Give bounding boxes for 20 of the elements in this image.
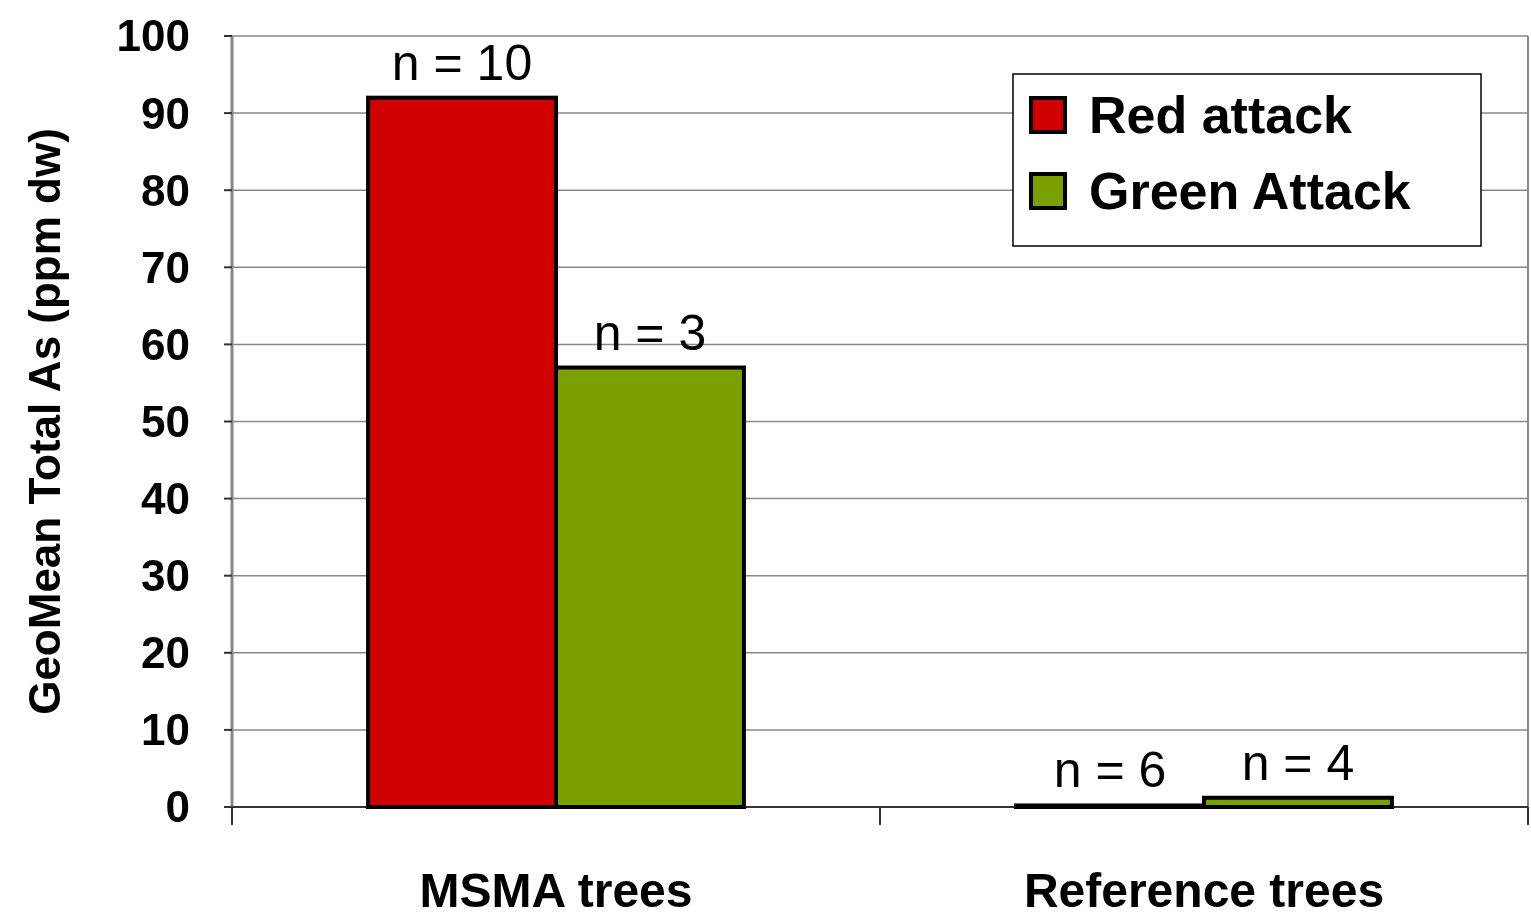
annotation: n = 6 [1053,742,1167,799]
legend-label: Green Attack [1089,162,1411,221]
annotation: n = 3 [593,304,707,361]
y-tick-label: 100 [116,11,190,61]
y-tick-label: 60 [141,319,190,369]
y-tick-label: 70 [141,242,190,292]
legend-label: Red attack [1089,86,1353,145]
y-tick-label: 20 [141,628,190,678]
x-tick-label: MSMA trees [419,864,693,912]
y-tick-label: 90 [141,88,190,138]
y-tick-label: 50 [141,396,190,446]
y-tick-label: 80 [141,165,190,215]
annotation: n = 10 [391,34,533,91]
annotation: n = 4 [1241,734,1355,791]
y-tick-label: 30 [141,551,190,601]
y-axis-title: GeoMean Total As (ppm dw) [20,128,69,715]
y-tick-label: 40 [141,474,190,523]
y-tick-label: 10 [141,705,190,755]
x-tick-label: Reference trees [1023,864,1385,912]
y-tick-label: 0 [165,782,190,832]
